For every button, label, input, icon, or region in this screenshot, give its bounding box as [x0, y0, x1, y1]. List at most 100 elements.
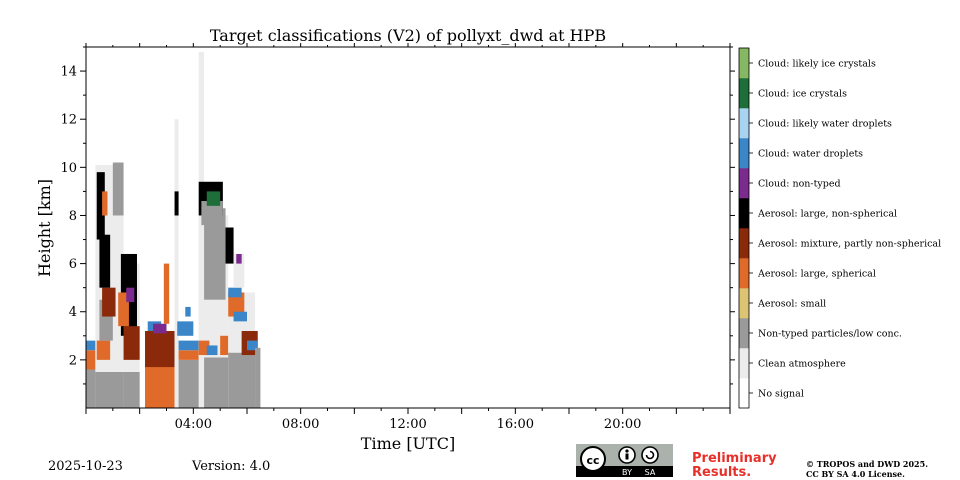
footer-date: 2025-10-23	[48, 459, 123, 474]
share-alike-arc	[645, 450, 655, 460]
colorbar-swatch	[739, 108, 749, 139]
copyright-line-1: © TROPOS and DWD 2025.	[806, 459, 928, 469]
preliminary-line-2: Results.	[692, 465, 751, 480]
colorbar-label: Cloud: ice crystals	[758, 89, 847, 100]
colorbar-label: Aerosol: small	[757, 299, 826, 310]
x-tick-label: 16:00	[497, 417, 534, 432]
classification-cell	[86, 340, 96, 351]
x-tick-label: 20:00	[604, 417, 641, 432]
x-axis-label: Time [UTC]	[361, 434, 455, 453]
classification-cell	[153, 323, 167, 334]
classification-cell	[145, 330, 175, 368]
colorbar-label: Aerosol: large, spherical	[757, 269, 876, 280]
colorbar-label: Cloud: water droplets	[758, 149, 863, 160]
classification-cell	[96, 340, 111, 360]
colorbar-label: Aerosol: mixture, partly non-spherical	[757, 239, 941, 250]
colorbar-swatch	[739, 168, 749, 199]
y-tick-label: 12	[60, 113, 77, 128]
share-alike-icon	[641, 446, 659, 464]
classification-cell	[123, 326, 140, 360]
classification-cell	[198, 51, 205, 409]
y-tick-label: 10	[60, 161, 77, 176]
y-tick-label: 14	[60, 65, 77, 80]
cc-license-badge[interactable]: cc BY SA	[576, 444, 673, 477]
colorbar-swatch	[739, 348, 749, 379]
classification-cell	[112, 162, 124, 216]
classification-cell	[177, 321, 194, 336]
classification-cell	[198, 340, 210, 356]
y-axis-label: Height [km]	[35, 179, 54, 277]
classification-cell	[225, 227, 234, 264]
colorbar-label: No signal	[758, 389, 804, 400]
classification-cell	[206, 345, 218, 356]
classification-cell	[96, 172, 105, 240]
classification-cell	[95, 371, 124, 408]
y-axis-ticks: 2 4 6 8 10 12 14	[60, 46, 735, 385]
classification-cell	[236, 253, 242, 264]
classification-cell	[174, 191, 179, 216]
attribution-head	[625, 449, 629, 453]
classification-cell	[118, 292, 129, 327]
colorbar-label: Aerosol: large, non-spherical	[757, 209, 897, 220]
classification-cell	[204, 208, 226, 300]
classification-cell	[99, 234, 111, 288]
colorbar-label: Cloud: non-typed	[758, 179, 841, 190]
y-tick-label: 2	[69, 353, 77, 368]
attribution-body	[625, 453, 629, 460]
badge-by-label: BY	[622, 468, 632, 477]
y-tick-label: 6	[69, 257, 77, 272]
classification-cell	[102, 191, 108, 216]
y-tick-label: 4	[69, 305, 77, 320]
colorbar-swatch	[739, 198, 749, 229]
plot-area: 04:00 08:00 12:00 16:00 20:00 2 4 6 8 10 12 14	[60, 43, 735, 432]
colorbar-swatch	[739, 138, 749, 169]
x-axis-ticks: 04:00 08:00 12:00 16:00 20:00	[85, 43, 731, 432]
x-tick-label: 04:00	[175, 417, 212, 432]
colorbar	[739, 48, 749, 409]
classification-cell	[123, 371, 140, 408]
footer-version: Version: 4.0	[191, 459, 270, 474]
colorbar-swatch	[739, 228, 749, 259]
x-tick-label: 12:00	[389, 417, 426, 432]
colorbar-swatch	[739, 288, 749, 319]
classification-cell	[255, 347, 261, 408]
classification-cell	[126, 287, 135, 303]
colorbar-label: Non-typed particles/low conc.	[758, 329, 902, 340]
cc-logo-text: cc	[586, 454, 599, 467]
colorbar-label: Cloud: likely water droplets	[758, 119, 892, 130]
classification-cell	[233, 311, 247, 322]
classification-cell	[185, 306, 191, 317]
classification-cell	[206, 191, 221, 206]
classification-cell	[174, 119, 179, 408]
cc-logo-icon	[580, 446, 606, 472]
classification-cell	[178, 340, 199, 351]
classification-cell	[86, 350, 96, 370]
classification-cell	[178, 359, 199, 408]
classification-cell	[102, 287, 116, 317]
classification-cell	[201, 201, 223, 226]
classification-cell	[220, 335, 229, 356]
colorbar-ticks: No signal Clean atmosphere Non-typed parti…	[749, 59, 941, 400]
colorbar-swatch	[739, 318, 749, 349]
x-tick-label: 08:00	[282, 417, 319, 432]
y-tick-label: 8	[69, 209, 77, 224]
colorbar-swatch	[739, 258, 749, 289]
classification-regions	[86, 51, 261, 409]
classification-cell	[178, 350, 199, 360]
classification-cell	[228, 287, 242, 298]
classification-cell	[233, 253, 245, 288]
copyright-line-2: CC BY SA 4.0 License.	[806, 469, 905, 479]
colorbar-swatch	[739, 78, 749, 109]
colorbar-swatch	[739, 378, 749, 409]
badge-sa-label: SA	[645, 468, 656, 477]
classification-cell	[228, 352, 256, 408]
classification-cell	[86, 369, 96, 408]
colorbar-label: Cloud: likely ice crystals	[758, 59, 876, 70]
classification-cell	[163, 263, 170, 324]
colorbar-swatch	[739, 48, 749, 79]
colorbar-frame	[738, 47, 750, 409]
chart-title: Target classifications (V2) of pollyxt_d…	[210, 26, 606, 45]
preliminary-line-1: Preliminary	[692, 451, 777, 466]
colorbar-label: Clean atmosphere	[758, 359, 846, 370]
